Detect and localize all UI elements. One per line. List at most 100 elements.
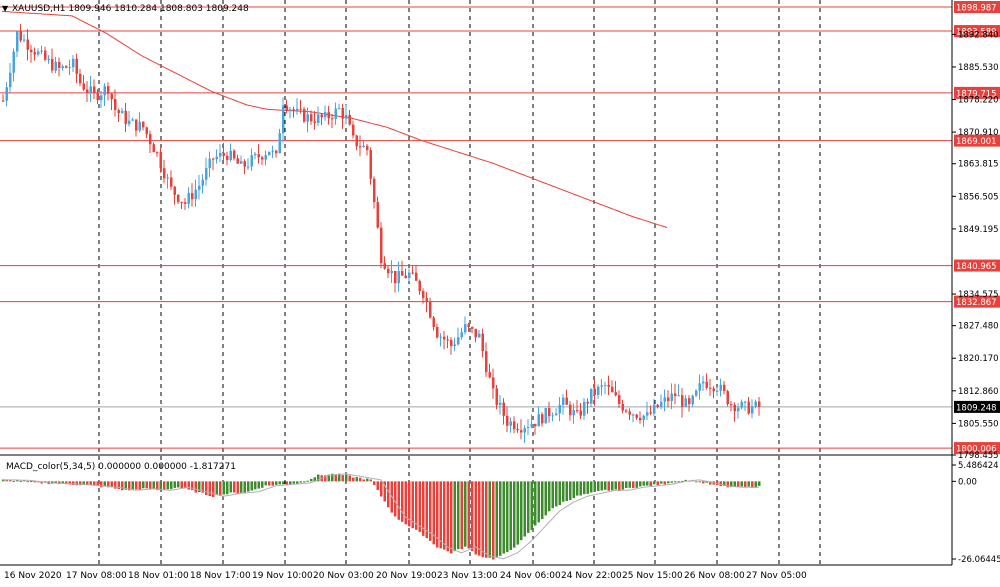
candle-body (593, 388, 596, 395)
candle-body (317, 114, 320, 123)
candle-body (30, 49, 33, 53)
candle-body (261, 157, 264, 160)
macd-bar (61, 481, 64, 484)
macd-bar (355, 477, 358, 482)
candle-body (397, 271, 400, 284)
candle-body (460, 332, 463, 338)
price-tick-label: 1849.195 (958, 225, 999, 235)
macd-bar (100, 481, 103, 488)
macd-bar (744, 481, 747, 488)
macd-bar (212, 481, 215, 498)
macd-bar (166, 481, 169, 490)
candle-body (16, 31, 19, 52)
macd-bar (565, 481, 568, 501)
macd-bar (285, 481, 288, 485)
candle-body (264, 155, 267, 160)
candle-body (481, 333, 484, 352)
candle-body (520, 430, 523, 433)
time-label: 25 Nov 15:00 (622, 571, 683, 581)
level-tag (954, 295, 1000, 308)
candle-body (212, 158, 215, 160)
level-label: 1832.867 (956, 298, 997, 308)
candle-body (348, 114, 351, 125)
macd-bar (618, 481, 621, 492)
candle-body (292, 109, 295, 111)
candle-body (758, 401, 761, 407)
macd-bar (296, 481, 299, 484)
macd-bar (163, 481, 166, 491)
candle-body (548, 408, 551, 417)
macd-tick-label: 0.00 (958, 477, 977, 487)
price-tick-label: 1820.170 (958, 354, 999, 364)
candle-body (541, 414, 544, 424)
macd-bar (548, 481, 551, 512)
price-tick-label: 1805.550 (958, 419, 999, 429)
candle-body (334, 108, 337, 119)
macd-bar (317, 474, 320, 482)
candle-body (551, 415, 554, 417)
macd-bar (110, 481, 113, 488)
candle-body (142, 121, 145, 128)
macd-bar (747, 481, 750, 487)
candle-body (607, 384, 610, 387)
candle-body (33, 52, 36, 55)
candle-body (681, 395, 684, 407)
candle-body (705, 381, 708, 388)
macd-bar (19, 480, 22, 482)
candle-body (674, 393, 677, 397)
candle-body (527, 427, 530, 429)
candle-body (240, 161, 243, 164)
candle-body (320, 114, 323, 118)
macd-bar (198, 481, 201, 493)
candle-body (12, 51, 15, 73)
candle-body (611, 386, 614, 393)
level-tag (954, 1, 1000, 13)
macd-bar (733, 481, 736, 487)
macd-bar (635, 481, 638, 488)
candle-body (436, 326, 439, 338)
macd-bar (215, 481, 218, 496)
candle-body (667, 397, 670, 402)
candle-body (562, 397, 565, 405)
candle-body (222, 152, 225, 156)
macd-bar (555, 481, 558, 507)
collapse-triangle-icon[interactable]: ▼ (2, 4, 9, 13)
macd-bar (79, 481, 82, 486)
macd-bar (471, 481, 474, 552)
macd-bar (429, 481, 432, 541)
time-label: 24 Nov 22:00 (561, 571, 622, 581)
macd-bar (625, 481, 628, 489)
macd-bar (121, 481, 124, 491)
macd-bar (229, 481, 232, 493)
candle-body (362, 145, 365, 148)
macd-bar (604, 481, 607, 490)
candle-body (415, 272, 418, 281)
candle-body (453, 344, 456, 347)
time-label: 16 Nov 2020 (4, 571, 62, 581)
candle-body (572, 410, 575, 416)
candle-body (229, 150, 232, 160)
macd-bar (579, 481, 582, 496)
price-tick-label: 1827.480 (958, 322, 999, 332)
candle-body (75, 58, 78, 74)
macd-bar (254, 481, 257, 490)
candle-body (5, 87, 8, 101)
candle-body (698, 383, 701, 391)
level-label: 1800.006 (956, 445, 997, 455)
candle-body (579, 410, 582, 416)
macd-bar (394, 481, 397, 517)
candle-body (747, 401, 750, 414)
macd-bar (338, 473, 341, 482)
horizontal-levels[interactable]: 1898.987 1893.589 1879.715 1869.001 1840.965… (0, 1, 1000, 455)
macd-bar (177, 481, 180, 488)
macd-bar (152, 481, 155, 490)
macd-bar (26, 481, 29, 483)
candle-body (569, 404, 572, 416)
candle-body (513, 421, 516, 430)
price-tick-label: 1834.575 (958, 290, 999, 300)
macd-bar (334, 474, 337, 482)
macd-bar (233, 481, 236, 493)
macd-bar (331, 473, 334, 482)
candle-body (79, 73, 82, 84)
